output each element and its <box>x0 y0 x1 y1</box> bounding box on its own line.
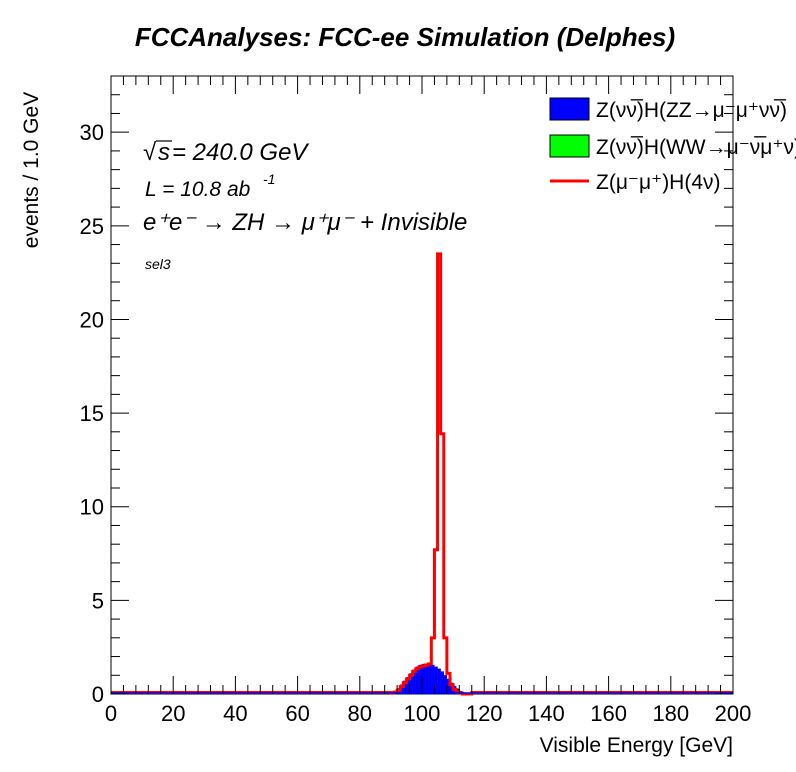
series-0-bin <box>440 671 444 695</box>
y-tick-label: 10 <box>80 495 104 520</box>
x-axis-label: Visible Energy [GeV] <box>540 734 733 757</box>
x-tick-label: 140 <box>528 701 565 726</box>
legend-swatch-zz <box>549 97 590 121</box>
annotation-lumi: L = 10.8 ab -1 <box>145 171 275 201</box>
x-tick-label: 180 <box>652 701 689 726</box>
y-tick-label: 0 <box>92 682 104 707</box>
chart-title: FCCAnalyses: FCC-ee Simulation (Delphes) <box>135 22 675 52</box>
energy-value: = 240.0 GeV <box>172 139 309 166</box>
x-tick-label: 160 <box>590 701 627 726</box>
series-0-bin <box>428 663 432 695</box>
x-tick-label: 20 <box>161 701 185 726</box>
legend-label-mumu: Z(μ⁻μ⁺)H(4ν) <box>596 171 721 194</box>
plot-area: 0 20 40 60 80 100 120 140 160 180 200 0 5 10 15 20 25 30 <box>80 75 751 726</box>
legend-label-ww: Z(νν̅)H(WW→μ⁻ν̅μ⁺ν) <box>596 136 796 159</box>
x-tick-label: 100 <box>404 701 441 726</box>
y-tick-label: 30 <box>80 120 104 145</box>
y-tick-label: 20 <box>80 307 104 332</box>
x-tick-label: 120 <box>466 701 503 726</box>
series-0-bin <box>424 663 429 695</box>
series-2-line <box>111 252 733 696</box>
x-tick-label: 60 <box>285 701 309 726</box>
y-tick-label: 5 <box>92 588 104 613</box>
plot-frame <box>110 75 734 695</box>
y-tick-label: 15 <box>80 401 104 426</box>
x-axis: 0 20 40 60 80 100 120 140 160 180 200 <box>105 76 751 726</box>
y-axis-label: events / 1.0 GeV <box>20 92 43 248</box>
lumi-superscript: -1 <box>263 171 275 187</box>
annotation-energy: √ s = 240.0 GeV <box>143 139 309 166</box>
sqrt-symbol: √ <box>143 139 157 166</box>
x-tick-label: 80 <box>348 701 372 726</box>
legend-swatch-ww <box>549 134 590 158</box>
series-0-bin <box>437 668 441 695</box>
x-tick-label: 200 <box>715 701 752 726</box>
legend-label-zz: Z(νν̅)H(ZZ→μ⁻μ⁺νν̅) <box>596 99 787 122</box>
x-tick-label: 40 <box>223 701 247 726</box>
process-label: e⁺e⁻ → ZH → μ⁺μ⁻ + Invisible <box>143 209 467 236</box>
sqrt-s-label: s <box>158 139 170 166</box>
selection-label: sel3 <box>145 256 171 272</box>
y-axis: 0 5 10 15 20 25 30 <box>80 75 733 707</box>
lumi-label: L = 10.8 ab <box>145 178 251 201</box>
y-tick-label: 25 <box>80 214 104 239</box>
series-2 <box>111 252 733 696</box>
legend: Z(νν̅)H(ZZ→μ⁻μ⁺νν̅) Z(νν̅)H(WW→μ⁻ν̅μ⁺ν) … <box>549 97 796 194</box>
x-tick-label: 0 <box>105 701 117 726</box>
